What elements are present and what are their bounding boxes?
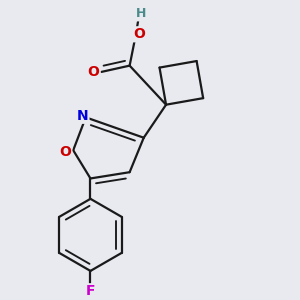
Text: N: N: [77, 109, 88, 123]
Text: O: O: [133, 27, 145, 41]
Text: H: H: [135, 8, 146, 20]
Text: O: O: [88, 65, 100, 79]
Text: O: O: [59, 145, 71, 159]
Text: F: F: [86, 284, 95, 298]
